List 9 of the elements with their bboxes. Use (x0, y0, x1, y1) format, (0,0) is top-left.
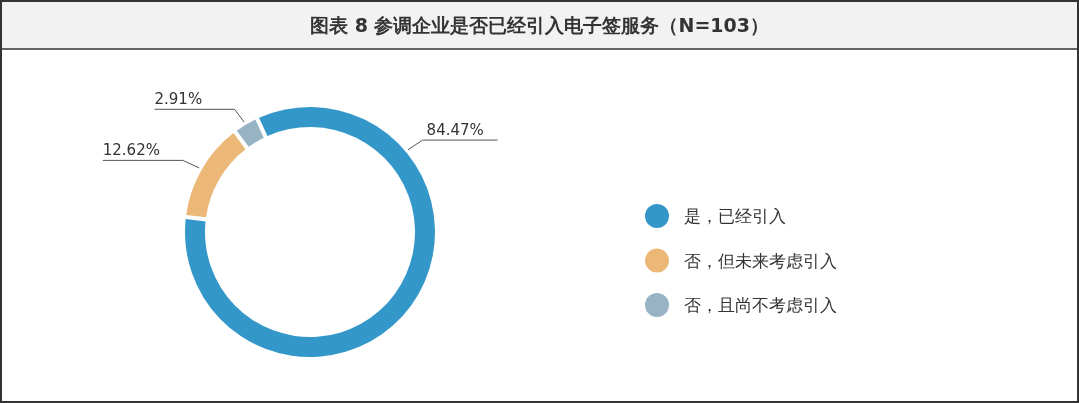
chart-title: 图表 8 参调企业是否已经引入电子签服务（N=103） (310, 14, 769, 36)
legend-label: 是，已经引入 (684, 206, 786, 226)
legend-label: 否，且尚不考虑引入 (684, 295, 837, 315)
data-label: 84.47% (426, 121, 484, 140)
donut-slice (186, 133, 246, 218)
data-label: 12.62% (102, 141, 160, 160)
legend-label: 否，但未来考虑引入 (684, 250, 837, 271)
data-label: 2.91% (154, 90, 203, 109)
donut-slice (236, 119, 264, 147)
